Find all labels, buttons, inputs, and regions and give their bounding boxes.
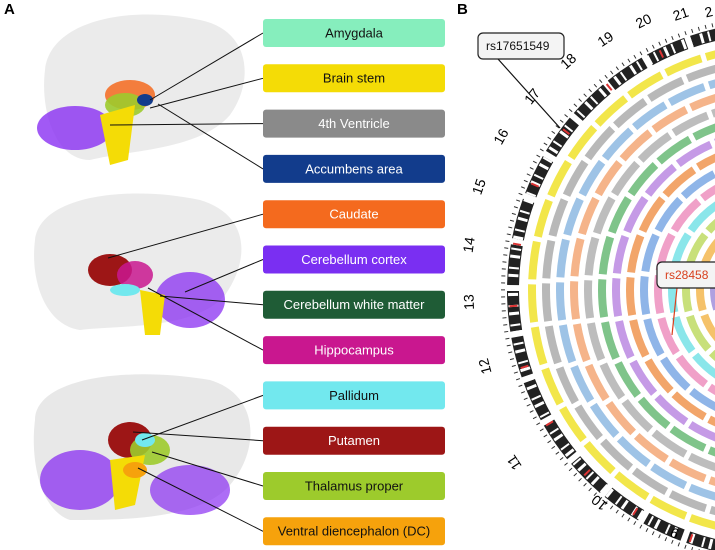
structure-label: 4th Ventricle [318,116,390,131]
leader-line [157,103,264,170]
data-ring [612,138,715,442]
data-ring [710,265,715,315]
chromosome-label: 13 [460,294,477,310]
data-ring [654,184,715,396]
brain-1 [37,14,245,165]
leader-line [141,394,264,441]
data-ring [626,153,715,427]
structure-box [263,109,445,138]
structure-box [263,517,445,546]
structure-label: Accumbens area [305,161,403,176]
leader-line [147,287,264,351]
structure-box [263,426,445,455]
structure-box [263,245,445,274]
panel-label: B [457,1,468,18]
snp-label: rs17651549 [486,39,550,53]
leader-line [159,295,264,306]
snp-pointer [497,58,561,129]
structure-label: Brain stem [323,71,385,86]
leader-line [107,213,264,259]
data-ring [668,201,715,379]
snp-box [656,261,715,289]
structure-box [263,472,445,500]
structure-label: Putamen [328,433,380,448]
snp-label: rs28458 [665,268,709,282]
structure-box [263,19,445,47]
structure-label: Caudate [329,207,378,222]
leader-line [149,77,264,109]
leader-line [149,32,264,101]
leader-line [109,123,264,126]
structure-label: Thalamus proper [305,478,404,493]
chromosome-label: 15 [469,176,489,196]
structure-box [263,290,445,319]
chromosome-label: 20 [633,10,654,31]
structure-label: Cerebellum white matter [284,297,426,312]
structure-label: Amygdala [325,25,384,40]
data-ring [542,64,715,516]
structure-label: Hippocampus [314,343,394,358]
structure-label: Ventral diencephalon (DC) [278,524,430,539]
data-ring [682,218,715,362]
leader-line [137,467,264,532]
chromosome-label: 21 [671,4,691,24]
data-ring [640,169,715,411]
leader-line [132,431,264,442]
leader-line [151,451,264,487]
data-ring [584,108,715,472]
snp-box [477,32,565,60]
chromosome-label: 16 [490,125,512,147]
chromosome-label: 11 [503,452,524,473]
panel-label: A [4,1,15,18]
structure-box [263,154,445,183]
tick-ring [501,22,715,550]
data-ring [556,79,715,501]
brains [33,14,251,520]
chromosome-label: 2 [703,3,714,20]
structure-box [263,336,445,365]
structure-label: Pallidum [329,388,379,403]
structure-box [263,381,445,410]
structure-box [263,200,445,229]
brain-3 [33,374,251,520]
data-ring [570,94,715,486]
chromosome-label: 14 [460,236,478,254]
snp-pointer [671,287,678,336]
brain-2 [34,193,242,335]
leader-line [184,259,264,293]
structure-box [263,64,445,93]
data-ring [696,238,715,342]
chromosome-label: 12 [475,357,494,376]
chromosome-label: 19 [594,28,616,50]
structure-label: Cerebellum cortex [301,252,407,267]
data-ring [528,50,715,530]
circos-plot [501,22,715,550]
data-ring [598,123,715,457]
